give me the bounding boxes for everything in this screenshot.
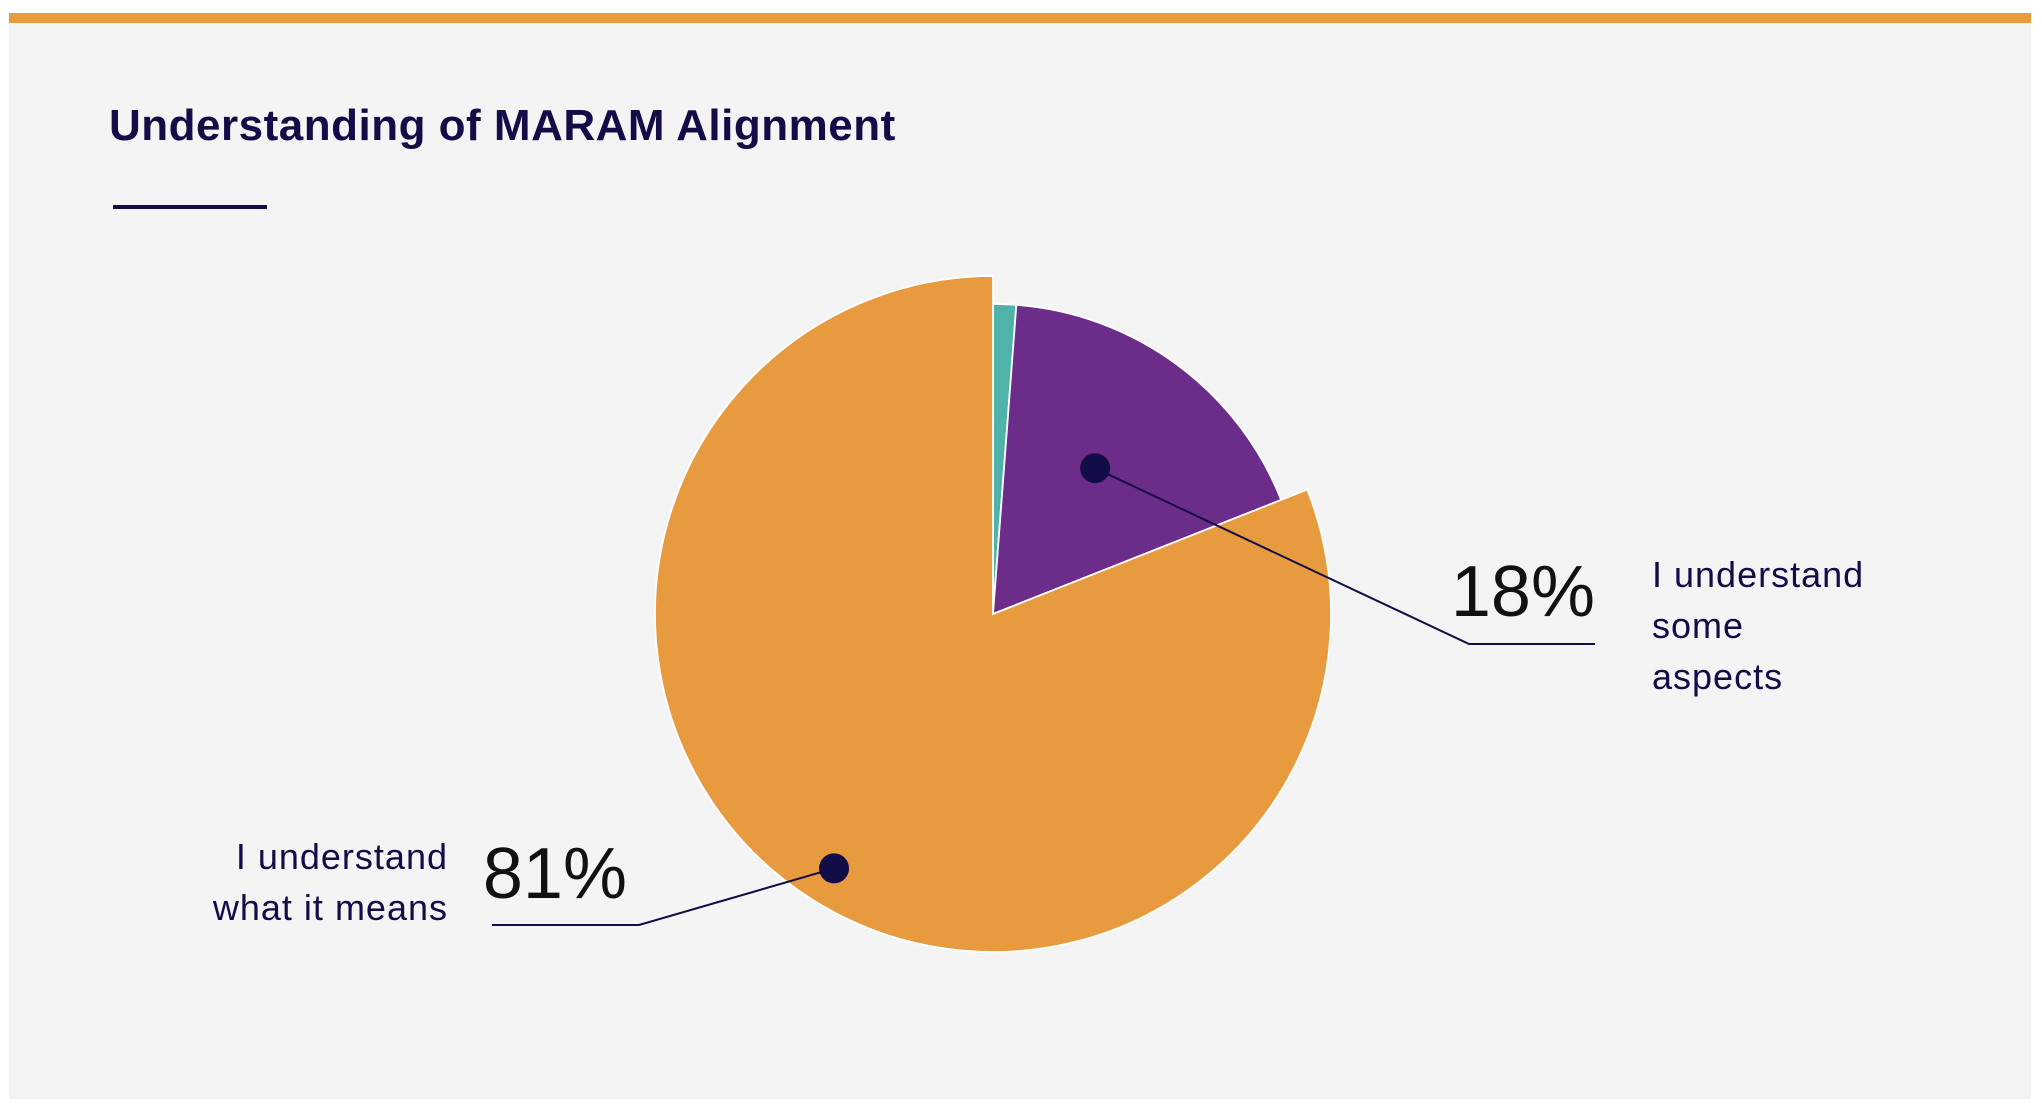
slice-label-2: I understand what it means (212, 836, 448, 928)
chart-title: Understanding of MARAM Alignment (109, 101, 896, 150)
percent-label-2: 81% (483, 834, 627, 914)
leader-line-2 (492, 867, 835, 926)
slice-label-1: I understand some aspects (1652, 554, 1864, 697)
pie-slice-1 (991, 303, 1283, 616)
pie-slice-2 (654, 275, 1332, 953)
callout-dot-1 (1080, 453, 1111, 484)
title-underline (113, 205, 267, 209)
percent-label-1: 18% (1451, 552, 1595, 632)
callout-dot-2 (819, 853, 850, 884)
leader-line-1 (1094, 467, 1595, 645)
